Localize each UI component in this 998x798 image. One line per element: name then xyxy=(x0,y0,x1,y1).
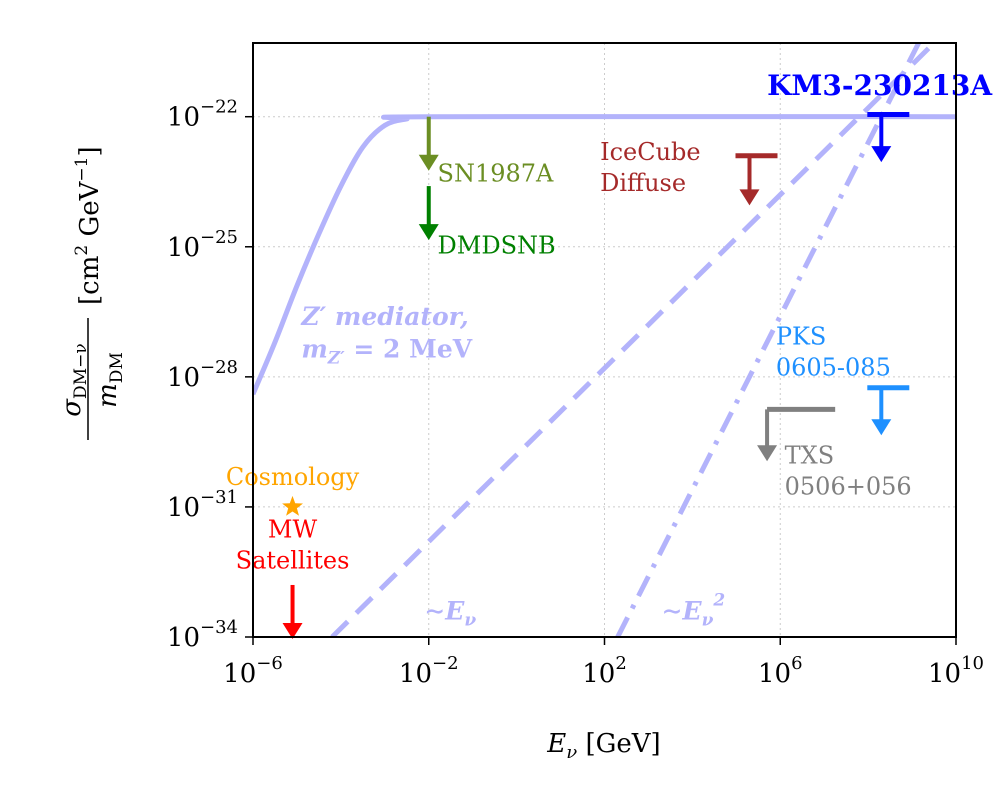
limit-sn1987a: SN1987A xyxy=(418,116,555,188)
axis-ticks: 10−6 10−2 102 106 1010 10−22 10−25 10−28 10−31 10… xyxy=(167,97,984,689)
series-label-e-linear: ∼Eν xyxy=(424,597,476,631)
series-group xyxy=(253,43,956,637)
series-label-zmed-line1: Z′ mediator, xyxy=(300,302,468,331)
limit-label: KM3-230213A xyxy=(767,69,993,102)
y-tick-label: 10−22 xyxy=(167,97,238,133)
limit-txs-0506-056: TXS 0506+056 xyxy=(757,406,912,501)
y-label-unit: [cm2 GeV−1] xyxy=(72,146,105,305)
y-axis-label: σDM−ν mDM [cm2 GeV−1] xyxy=(57,146,127,440)
limit-arrow-head xyxy=(757,445,778,462)
star-marker xyxy=(282,495,303,516)
series-line-dashdot xyxy=(615,43,922,637)
series-label-zmed-line2: mZ′ = 2 MeV xyxy=(301,334,472,368)
y-label-numerator: σDM−ν xyxy=(57,343,91,416)
limit-dmdsnb: DMDSNB xyxy=(418,186,556,259)
limit-icecube-diffuse: IceCube Diffuse xyxy=(600,138,778,206)
x-tick-label: 102 xyxy=(582,653,627,689)
point-label: Cosmology xyxy=(226,463,360,491)
limit-pks-0605-085: PKS 0605-085 xyxy=(776,322,910,436)
x-tick-label: 106 xyxy=(758,653,803,689)
point-cosmology: Cosmology xyxy=(226,463,360,516)
x-tick-label: 10−6 xyxy=(223,653,283,689)
limit-arrow-head xyxy=(871,419,892,436)
series-labels: Z′ mediator, mZ′ = 2 MeV ∼Eν ∼Eν2 xyxy=(300,302,725,631)
series-line-dashed xyxy=(330,43,938,637)
x-axis-label: Eν [GeV] xyxy=(546,729,660,763)
series-label-e-square: ∼Eν2 xyxy=(662,591,726,631)
y-tick-label: 10−28 xyxy=(167,357,238,393)
limit-label: TXS 0506+056 xyxy=(785,442,912,501)
limit-arrow-head xyxy=(739,189,760,206)
x-tick-label: 10−2 xyxy=(399,653,459,689)
limit-label: DMDSNB xyxy=(438,231,556,259)
limit-arrow-head xyxy=(871,146,892,163)
limit-mw-satellites: MW Satellites xyxy=(236,515,350,639)
x-tick-label: 1010 xyxy=(928,653,984,689)
limit-label: SN1987A xyxy=(438,160,555,188)
limit-label: MW Satellites xyxy=(236,515,350,574)
y-tick-label: 10−31 xyxy=(167,487,238,523)
y-tick-label: 10−34 xyxy=(167,617,238,653)
limit-label: PKS 0605-085 xyxy=(776,322,891,381)
y-tick-label: 10−25 xyxy=(167,227,238,263)
limit-arrow-head xyxy=(282,623,303,639)
limit-arrow-head xyxy=(418,154,439,171)
limit-arrow-head xyxy=(418,224,439,241)
limit-markers: KM3-230213A IceCube Diffuse SN1987A DMDSNB PK… xyxy=(226,69,993,639)
y-label-denominator: mDM xyxy=(93,352,127,408)
series-line-solid xyxy=(253,114,956,396)
limit-label: IceCube Diffuse xyxy=(600,138,701,197)
